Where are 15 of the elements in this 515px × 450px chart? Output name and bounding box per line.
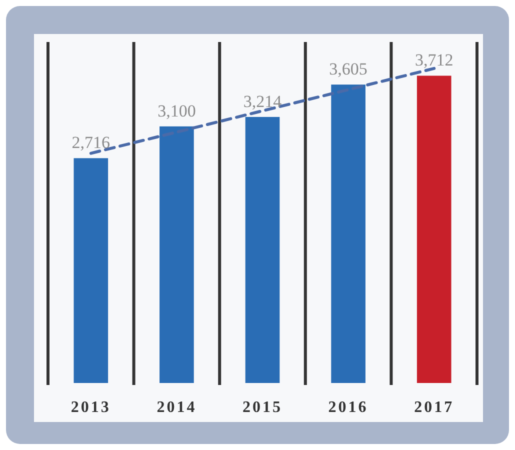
bar xyxy=(74,158,108,383)
bar xyxy=(160,126,194,383)
data-label: 3,605 xyxy=(329,60,368,79)
bar xyxy=(331,84,366,383)
data-label: 3,214 xyxy=(243,92,282,111)
x-tick-label: 2013 xyxy=(70,399,111,416)
x-tick-label: 2016 xyxy=(328,399,368,416)
data-label: 3,100 xyxy=(158,101,196,120)
data-label: 2,716 xyxy=(72,133,110,152)
x-tick-label: 2017 xyxy=(414,399,454,416)
bar xyxy=(245,116,280,383)
bar xyxy=(416,76,452,383)
x-tick-label: 2015 xyxy=(242,399,282,416)
x-tick-label: 2014 xyxy=(156,399,197,416)
data-label: 3,712 xyxy=(414,50,454,70)
